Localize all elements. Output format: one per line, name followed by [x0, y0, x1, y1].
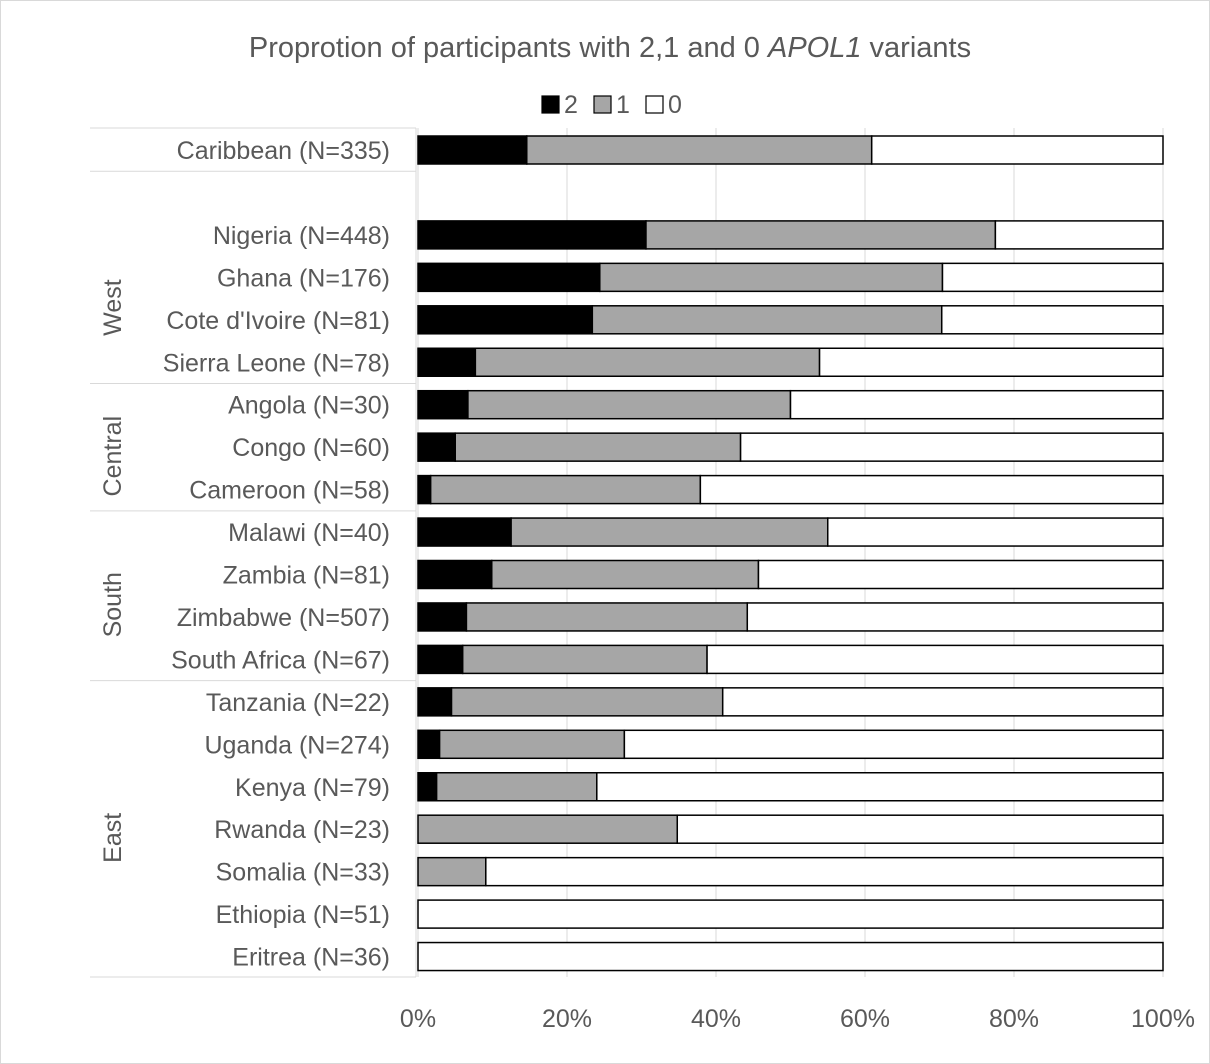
bar-kenya-n-79-variant-2: [417, 772, 438, 802]
legend-label-1: 1: [616, 91, 630, 119]
bar-zambia-n-81-variant-1: [491, 559, 760, 590]
legend-swatch-1: [593, 95, 612, 114]
bar-zimbabwe-n-507-variant-2: [417, 602, 468, 632]
category-label-uganda-n-274: Uganda (N=274): [204, 731, 390, 759]
bar-cote-d-ivoire-n-81-variant-2: [417, 305, 594, 335]
x-tick-label-100: 100%: [1131, 1005, 1195, 1033]
bar-angola-n-30-variant-1: [467, 389, 792, 420]
bar-uganda-n-274-variant-1: [438, 729, 626, 760]
bar-cameroon-n-58-variant-1: [429, 474, 702, 505]
bar-kenya-n-79-variant-1: [435, 772, 598, 802]
bar-nigeria-n-448-variant-2: [417, 220, 647, 250]
bar-south-africa-n-67-variant-1: [461, 644, 708, 675]
bar-caribbean-n-335-variant-0: [870, 135, 1164, 165]
bar-angola-n-30-variant-2: [417, 389, 469, 420]
bar-cameroon-n-58-variant-0: [699, 474, 1164, 505]
bar-kenya-n-79-variant-0: [596, 772, 1164, 802]
bar-ghana-n-176-variant-1: [599, 262, 944, 293]
legend-label-2: 2: [564, 91, 578, 119]
category-labels: Caribbean (N=335) Nigeria (N=448) Ghana (N…: [163, 137, 390, 972]
category-label-kenya-n-79: Kenya (N=79): [235, 774, 390, 802]
bar-nigeria-n-448-variant-0: [994, 220, 1164, 250]
bar-cameroon-n-58-variant-2: [417, 474, 432, 505]
bar-tanzania-n-22-variant-2: [417, 687, 453, 717]
bar-eritrea-n-36-variant-0: [417, 941, 1164, 972]
legend: 2 1 0: [541, 91, 682, 119]
x-tick-label-40: 40%: [691, 1005, 741, 1033]
bar-uganda-n-274-variant-2: [417, 729, 441, 760]
bar-south-africa-n-67-variant-2: [417, 644, 464, 675]
category-label-cameroon-n-58: Cameroon (N=58): [189, 477, 390, 505]
bar-tanzania-n-22-variant-1: [450, 687, 724, 717]
category-label-somalia-n-33: Somalia (N=33): [216, 859, 390, 887]
bar-rwanda-n-23-variant-1: [417, 814, 679, 844]
group-labels: West Central South East: [90, 127, 417, 978]
category-label-malawi-n-40: Malawi (N=40): [228, 519, 390, 547]
bar-uganda-n-274-variant-0: [623, 729, 1164, 760]
bar-caribbean-n-335-variant-1: [526, 135, 873, 165]
category-label-rwanda-n-23: Rwanda (N=23): [214, 816, 390, 844]
category-label-ghana-n-176: Ghana (N=176): [217, 264, 390, 292]
bar-somalia-n-33-variant-0: [485, 856, 1164, 887]
bar-zimbabwe-n-507-variant-1: [465, 602, 749, 632]
bar-cote-d-ivoire-n-81-variant-0: [940, 305, 1164, 335]
bar-ghana-n-176-variant-0: [941, 262, 1164, 293]
category-label-angola-n-30: Angola (N=30): [228, 392, 390, 420]
chart-title-part-2: APOL1: [766, 32, 862, 64]
bar-sierra-leone-n-78-variant-1: [474, 347, 821, 377]
x-tick-label-20: 20%: [542, 1005, 592, 1033]
bar-angola-n-30-variant-0: [789, 389, 1164, 420]
category-label-eritrea-n-36: Eritrea (N=36): [232, 944, 390, 972]
x-tick-label-80: 80%: [989, 1005, 1039, 1033]
x-tick-label-60: 60%: [840, 1005, 890, 1033]
bar-malawi-n-40-variant-0: [827, 517, 1164, 547]
bar-sierra-leone-n-78-variant-0: [818, 347, 1164, 377]
bar-somalia-n-33-variant-1: [417, 856, 487, 887]
bars: [417, 135, 1164, 972]
category-label-south-africa-n-67: South Africa (N=67): [171, 646, 390, 674]
bar-congo-n-60-variant-1: [454, 432, 742, 462]
category-label-caribbean-n-335: Caribbean (N=335): [177, 137, 390, 165]
legend-swatch-2: [541, 95, 560, 114]
group-label-south: South: [99, 572, 127, 637]
bar-malawi-n-40-variant-2: [417, 517, 512, 547]
bar-ghana-n-176-variant-2: [417, 262, 601, 293]
legend-swatch-0: [645, 95, 664, 114]
x-tick-label-0: 0%: [400, 1005, 436, 1033]
bar-rwanda-n-23-variant-0: [676, 814, 1164, 844]
chart-title-part-1: Proprotion of participants with 2,1 and …: [249, 32, 768, 64]
x-axis-tick-labels: 0% 20% 40% 60% 80% 100%: [400, 1005, 1195, 1033]
chart-title: Proprotion of participants with 2,1 and …: [249, 32, 971, 64]
category-label-nigeria-n-448: Nigeria (N=448): [213, 222, 390, 250]
category-label-zimbabwe-n-507: Zimbabwe (N=507): [177, 604, 390, 632]
bar-south-africa-n-67-variant-0: [706, 644, 1164, 675]
group-label-east: East: [99, 813, 127, 863]
category-label-ethiopia-n-51: Ethiopia (N=51): [216, 901, 390, 929]
category-label-congo-n-60: Congo (N=60): [232, 434, 390, 462]
bar-zambia-n-81-variant-0: [757, 559, 1164, 590]
bar-cote-d-ivoire-n-81-variant-1: [591, 305, 943, 335]
group-label-west: West: [99, 279, 127, 336]
category-label-tanzania-n-22: Tanzania (N=22): [206, 689, 390, 717]
category-label-zambia-n-81: Zambia (N=81): [223, 562, 390, 590]
bar-malawi-n-40-variant-1: [510, 517, 829, 547]
legend-label-0: 0: [668, 91, 682, 119]
group-label-central: Central: [99, 416, 127, 497]
bar-caribbean-n-335-variant-2: [417, 135, 528, 165]
bar-zimbabwe-n-507-variant-0: [746, 602, 1164, 632]
bar-sierra-leone-n-78-variant-2: [417, 347, 477, 377]
bar-congo-n-60-variant-2: [417, 432, 456, 462]
bar-ethiopia-n-51-variant-0: [417, 899, 1164, 929]
bar-zambia-n-81-variant-2: [417, 559, 493, 590]
category-label-cote-d-ivoire-n-81: Cote d'Ivoire (N=81): [166, 307, 390, 335]
bar-congo-n-60-variant-0: [739, 432, 1164, 462]
category-label-sierra-leone-n-78: Sierra Leone (N=78): [163, 349, 390, 377]
bar-nigeria-n-448-variant-1: [645, 220, 997, 250]
bar-tanzania-n-22-variant-0: [721, 687, 1164, 717]
chart-title-part-3: variants: [861, 32, 971, 64]
